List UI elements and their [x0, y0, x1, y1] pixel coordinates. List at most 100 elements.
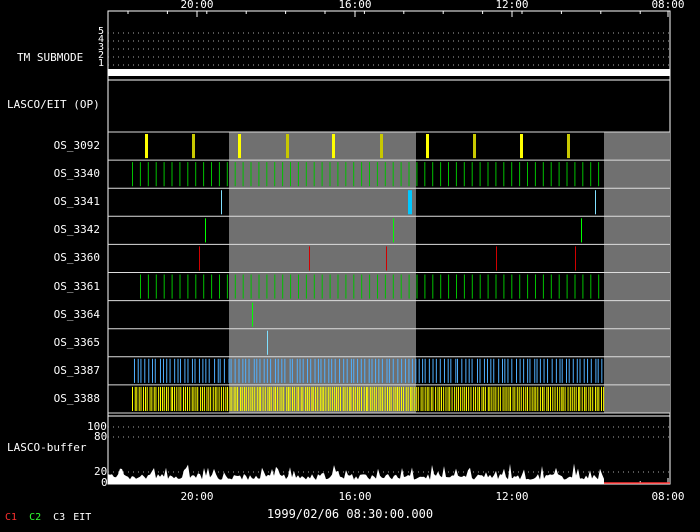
row-mark	[162, 386, 164, 411]
row-mark	[329, 386, 331, 411]
row-mark	[299, 358, 301, 383]
row-mark	[426, 386, 428, 411]
row-mark	[514, 386, 516, 411]
x-tick-bottom: 12:00	[495, 490, 529, 503]
row-mark	[337, 386, 339, 411]
row-mark	[572, 358, 574, 383]
x-tick-top: 16:00	[338, 0, 372, 11]
row-mark	[523, 386, 525, 411]
row-mark	[162, 358, 164, 383]
row-mark	[473, 134, 476, 159]
row-mark	[305, 274, 307, 299]
row-mark	[367, 386, 369, 411]
row-mark	[148, 358, 150, 383]
row-label-os-3365: OS_3365	[53, 335, 100, 349]
row-mark	[407, 386, 409, 411]
row-mark	[542, 274, 544, 299]
row-mark	[313, 162, 315, 187]
row-mark	[527, 274, 529, 299]
row-mark	[180, 386, 182, 411]
row-mark	[140, 386, 142, 411]
row-mark	[195, 386, 197, 411]
row-mark	[529, 358, 531, 383]
row-mark	[357, 386, 359, 411]
row-mark	[495, 162, 497, 187]
row-mark	[575, 246, 576, 271]
row-mark	[139, 162, 141, 187]
row-label-os-3092: OS_3092	[53, 139, 100, 153]
row-mark	[576, 358, 578, 383]
row-mark	[327, 386, 329, 411]
row-mark	[473, 386, 475, 411]
row-mark	[443, 358, 445, 383]
row-mark	[221, 190, 222, 215]
row-mark	[416, 162, 418, 187]
row-mark	[384, 274, 386, 299]
buffer-y-tick: 0	[101, 476, 108, 489]
row-mark	[574, 162, 576, 187]
row-mark	[243, 386, 245, 411]
row-mark	[571, 386, 573, 411]
row-mark	[165, 386, 167, 411]
row-mark	[331, 386, 333, 411]
row-mark	[502, 386, 504, 411]
row-mark	[583, 358, 585, 383]
row-mark	[471, 274, 473, 299]
row-mark	[323, 386, 325, 411]
row-mark	[321, 274, 323, 299]
row-mark	[230, 358, 232, 383]
row-mark	[511, 274, 513, 299]
row-mark	[598, 162, 600, 187]
tm-level-tick: 1	[98, 58, 105, 69]
row-mark	[305, 386, 307, 411]
row-mark	[354, 386, 356, 411]
row-mark	[360, 358, 362, 383]
row-mark	[287, 386, 289, 411]
row-mark	[537, 386, 539, 411]
row-mark	[365, 386, 367, 411]
row-mark	[397, 358, 399, 383]
row-mark	[266, 162, 268, 187]
row-mark	[565, 358, 567, 383]
row-mark	[334, 386, 336, 411]
row-mark	[242, 162, 244, 187]
row-mark	[413, 386, 415, 411]
row-mark	[435, 358, 437, 383]
row-mark	[475, 386, 477, 411]
row-mark	[300, 386, 302, 411]
row-mark	[152, 358, 154, 383]
tm-submode-bar	[108, 69, 670, 76]
row-mark	[240, 386, 242, 411]
row-mark	[408, 358, 410, 383]
row-mark	[238, 134, 241, 159]
row-mark	[201, 386, 203, 411]
row-mark	[447, 386, 449, 411]
x-tick-top: 12:00	[495, 0, 529, 11]
row-mark	[564, 386, 566, 411]
row-mark	[458, 386, 460, 411]
row-mark	[339, 358, 341, 383]
row-mark	[449, 386, 451, 411]
row-mark	[353, 274, 355, 299]
row-mark	[561, 386, 563, 411]
row-label-os-3388: OS_3388	[53, 391, 100, 405]
row-mark	[134, 386, 136, 411]
row-mark	[393, 218, 394, 243]
row-label-os-3387: OS_3387	[53, 363, 100, 377]
row-mark	[598, 274, 600, 299]
row-mark	[476, 358, 478, 383]
row-mark	[136, 386, 138, 411]
row-mark	[324, 358, 326, 383]
row-mark	[392, 162, 394, 187]
row-mark	[273, 386, 275, 411]
row-mark	[270, 358, 272, 383]
row-mark	[596, 386, 598, 411]
row-mark	[310, 358, 312, 383]
row-mark	[171, 386, 173, 411]
row-mark	[380, 386, 382, 411]
row-mark	[432, 358, 434, 383]
row-mark	[428, 358, 430, 383]
row-mark	[479, 162, 481, 187]
row-mark	[408, 190, 412, 215]
